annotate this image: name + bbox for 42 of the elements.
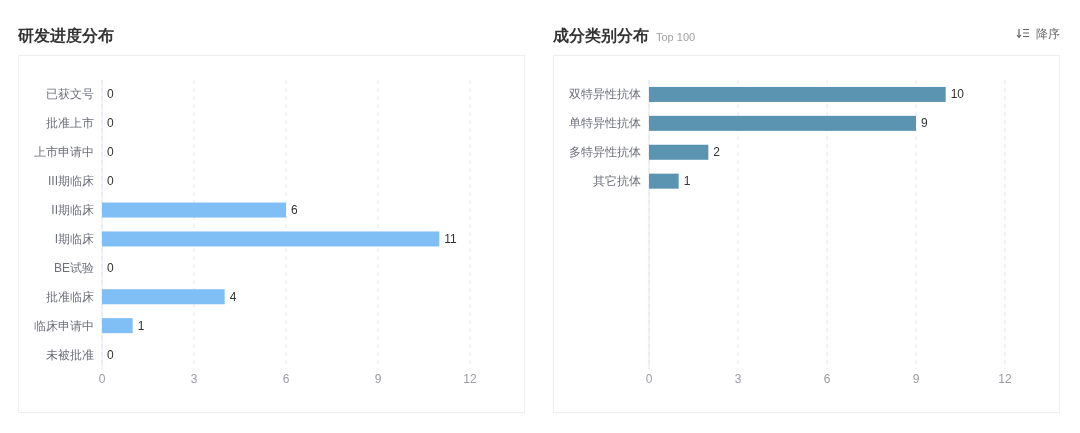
data-label: 0 xyxy=(107,260,114,275)
y-tick-label: 已获文号 xyxy=(46,87,94,102)
data-label: 2 xyxy=(713,145,720,160)
y-tick-label: 上市申请中 xyxy=(34,145,94,160)
y-tick-label: 多特异性抗体 xyxy=(569,145,641,160)
data-label: 4 xyxy=(229,289,237,304)
y-tick-label: I期临床 xyxy=(54,231,94,246)
y-tick-label: 批准临床 xyxy=(46,289,94,304)
y-tick-label: 未被批准 xyxy=(46,347,94,362)
x-tick-label: 6 xyxy=(282,372,290,386)
x-tick-label: 3 xyxy=(190,372,198,386)
data-label: 0 xyxy=(107,116,114,131)
x-tick-label: 12 xyxy=(998,372,1012,386)
data-label: 1 xyxy=(137,318,145,333)
x-tick-label: 0 xyxy=(645,372,653,386)
y-tick-label: BE试验 xyxy=(54,260,94,275)
y-tick-label: 批准上市 xyxy=(46,116,94,131)
data-label: 0 xyxy=(107,87,114,102)
data-label: 11 xyxy=(444,231,457,246)
y-tick-label: 单特异性抗体 xyxy=(569,116,641,131)
chart-subtitle: Top 100 xyxy=(656,31,696,43)
x-tick-label: 6 xyxy=(823,372,831,386)
y-tick-label: 其它抗体 xyxy=(593,174,641,189)
y-tick-label: 临床申请中 xyxy=(34,318,94,333)
data-label: 10 xyxy=(950,87,965,102)
data-label: 0 xyxy=(107,145,114,160)
y-tick-label: II期临床 xyxy=(51,203,94,218)
data-label: 0 xyxy=(107,347,114,362)
x-tick-label: 0 xyxy=(98,372,106,386)
x-tick-label: 12 xyxy=(463,372,477,386)
chart-title: 研发进度分布 xyxy=(18,27,114,44)
annotation: 降序 xyxy=(1036,27,1060,41)
y-tick-label: 双特异性抗体 xyxy=(569,87,641,102)
x-tick-label: 3 xyxy=(734,372,742,386)
y-tick-label: III期临床 xyxy=(48,174,94,189)
data-label: 1 xyxy=(683,174,691,189)
chart-title: 成分类别分布 xyxy=(553,27,649,44)
x-tick-label: 9 xyxy=(374,372,382,386)
data-label: 6 xyxy=(291,203,298,218)
x-tick-label: 9 xyxy=(912,372,920,386)
data-label: 9 xyxy=(921,116,928,131)
data-label: 0 xyxy=(107,174,114,189)
